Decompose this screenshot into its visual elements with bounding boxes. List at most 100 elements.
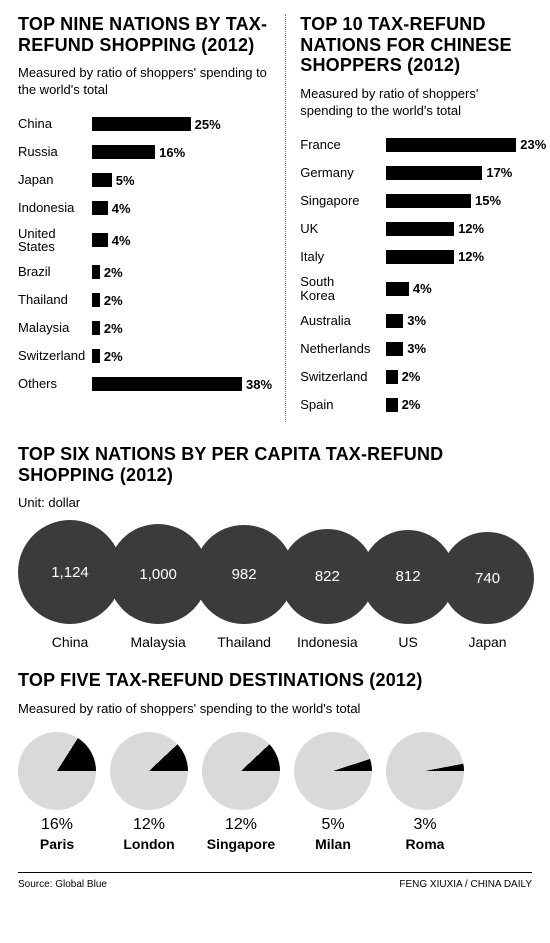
bar-label: Japan bbox=[18, 173, 92, 187]
bar-track: 2% bbox=[386, 397, 532, 412]
bar-value: 4% bbox=[413, 281, 432, 296]
bar-label: Italy bbox=[300, 250, 386, 264]
bar-track: 2% bbox=[386, 369, 532, 384]
pie-label: Singapore bbox=[202, 836, 280, 852]
bar-track: 15% bbox=[386, 193, 532, 208]
bar-row: UK12% bbox=[300, 218, 532, 240]
bar-track: 2% bbox=[92, 321, 273, 336]
bar-fill bbox=[92, 321, 100, 335]
bar-label: Singapore bbox=[300, 194, 386, 208]
bar-label: Australia bbox=[300, 314, 386, 328]
bar-value: 12% bbox=[458, 221, 484, 236]
bar-label: China bbox=[18, 117, 92, 131]
bar-value: 2% bbox=[104, 265, 123, 280]
pie-label: Roma bbox=[386, 836, 464, 852]
bar-label: United States bbox=[18, 227, 92, 254]
bar-fill bbox=[92, 201, 108, 215]
footer-source: Source: Global Blue bbox=[18, 879, 107, 890]
pie-slice bbox=[294, 732, 372, 810]
bar-track: 5% bbox=[92, 173, 273, 188]
bar-track: 12% bbox=[386, 249, 532, 264]
bubble-value: 740 bbox=[475, 570, 500, 587]
bar-row: Japan 5% bbox=[18, 169, 273, 191]
bar-row: China 25% bbox=[18, 113, 273, 135]
bubble-title: TOP SIX NATIONS BY PER CAPITA TAX-REFUND… bbox=[18, 444, 532, 485]
bar-track: 2% bbox=[92, 349, 273, 364]
bar-value: 3% bbox=[407, 313, 426, 328]
bar-track: 25% bbox=[92, 117, 273, 132]
bar-row: France23% bbox=[300, 134, 532, 156]
bubble-value: 1,000 bbox=[139, 566, 177, 583]
bar-label: Switzerland bbox=[18, 349, 92, 363]
bar-fill bbox=[92, 233, 108, 247]
bar-row: Brazil2% bbox=[18, 261, 273, 283]
bubble-value: 822 bbox=[315, 568, 340, 585]
bubble-item: 740 Japan bbox=[441, 532, 533, 650]
bar-row: United States4% bbox=[18, 225, 273, 255]
bar-fill bbox=[92, 117, 191, 131]
bubble-item: 1,000 Malaysia bbox=[108, 524, 208, 650]
bar-track: 17% bbox=[386, 165, 532, 180]
bar-value: 17% bbox=[486, 165, 512, 180]
bar-label: Switzerland bbox=[300, 370, 386, 384]
pie-circle bbox=[18, 732, 96, 810]
pie-item: 5% Milan bbox=[294, 732, 372, 852]
bar-fill bbox=[386, 314, 403, 328]
left-subtitle: Measured by ratio of shoppers' spending … bbox=[18, 65, 273, 99]
pie-slice bbox=[110, 732, 188, 810]
bubble-label: Malaysia bbox=[108, 634, 208, 650]
bar-track: 16% bbox=[92, 145, 273, 160]
bar-row: Singapore 15% bbox=[300, 190, 532, 212]
bar-row: Switzerland 2% bbox=[300, 366, 532, 388]
bubble-label: Japan bbox=[441, 634, 533, 650]
right-bars-container: France23% Germany 17% Singapore 15% UK12% Ital… bbox=[300, 134, 532, 416]
bar-value: 5% bbox=[116, 173, 135, 188]
pie-value: 5% bbox=[294, 816, 372, 834]
bar-value: 23% bbox=[520, 137, 546, 152]
bar-row: Australia 3% bbox=[300, 310, 532, 332]
pie-row: 16%Paris12%London12%Singapore5%Milan3%Ro… bbox=[18, 732, 532, 852]
bar-value: 2% bbox=[104, 293, 123, 308]
bubble-section: TOP SIX NATIONS BY PER CAPITA TAX-REFUND… bbox=[18, 444, 532, 650]
left-bars-container: China25%Russia16%Japan5%Indonesia4%Unite… bbox=[18, 113, 273, 395]
pie-value: 12% bbox=[110, 816, 188, 834]
bar-fill bbox=[386, 250, 454, 264]
bar-value: 2% bbox=[402, 369, 421, 384]
bubble-circle: 1,000 bbox=[108, 524, 208, 624]
bar-row: South Korea4% bbox=[300, 274, 532, 304]
pie-label: Paris bbox=[18, 836, 96, 852]
bubble-circle: 740 bbox=[441, 532, 533, 624]
bar-value: 25% bbox=[195, 117, 221, 132]
bar-row: Germany 17% bbox=[300, 162, 532, 184]
bar-value: 3% bbox=[407, 341, 426, 356]
bar-value: 15% bbox=[475, 193, 501, 208]
bar-track: 4% bbox=[92, 233, 273, 248]
bar-track: 4% bbox=[386, 281, 532, 296]
pie-slice bbox=[18, 732, 96, 810]
pie-label: Milan bbox=[294, 836, 372, 852]
bar-row: Thailand2% bbox=[18, 289, 273, 311]
right-title: TOP 10 TAX-REFUND NATIONS FOR CHINESE SH… bbox=[300, 14, 532, 76]
bubble-value: 982 bbox=[232, 566, 257, 583]
bar-track: 2% bbox=[92, 265, 273, 280]
bar-label: Germany bbox=[300, 166, 386, 180]
bar-label: Indonesia bbox=[18, 201, 92, 215]
bar-row: Others38% bbox=[18, 373, 273, 395]
bar-value: 4% bbox=[112, 201, 131, 216]
bar-fill bbox=[92, 145, 155, 159]
right-subtitle: Measured by ratio of shoppers' spending … bbox=[300, 86, 532, 120]
bar-track: 23% bbox=[386, 137, 546, 152]
bar-value: 38% bbox=[246, 377, 272, 392]
bar-value: 2% bbox=[104, 321, 123, 336]
bar-fill bbox=[92, 293, 100, 307]
bar-label: Netherlands bbox=[300, 342, 386, 356]
pie-slice bbox=[386, 732, 464, 810]
bar-label: France bbox=[300, 138, 386, 152]
bubble-label: China bbox=[18, 634, 122, 650]
bar-fill bbox=[92, 377, 242, 391]
left-bar-chart: TOP NINE NATIONS BY TAX-REFUND SHOPPING … bbox=[18, 14, 285, 422]
right-bar-chart: TOP 10 TAX-REFUND NATIONS FOR CHINESE SH… bbox=[285, 14, 532, 422]
pie-value: 12% bbox=[202, 816, 280, 834]
bar-fill bbox=[92, 349, 100, 363]
bar-label: Russia bbox=[18, 145, 92, 159]
